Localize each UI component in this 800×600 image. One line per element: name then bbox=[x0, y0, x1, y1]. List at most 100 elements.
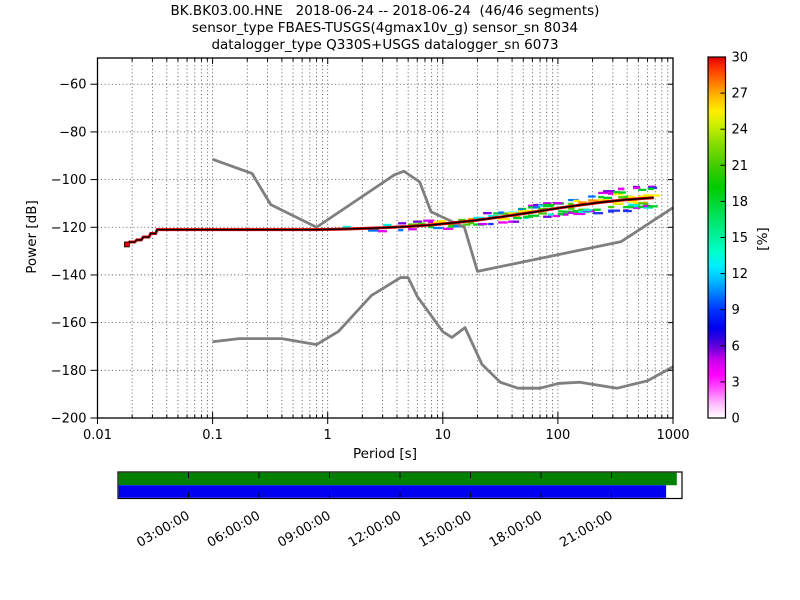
psd-speckle bbox=[618, 188, 625, 191]
psd-speckle bbox=[578, 212, 586, 215]
colorbar-tick-label: 27 bbox=[732, 87, 749, 102]
psd-speckle bbox=[463, 223, 471, 226]
psd-histogram-band bbox=[343, 185, 660, 233]
x-tick-label: 100 bbox=[545, 428, 570, 443]
timeline-tick-label: 15:00:00 bbox=[416, 508, 474, 550]
psd-speckle bbox=[383, 223, 392, 227]
psd-speckle bbox=[558, 210, 565, 213]
psd-speckle bbox=[418, 222, 426, 225]
y-tick-label: −160 bbox=[51, 316, 87, 331]
psd-speckle bbox=[633, 204, 641, 208]
psd-speckle bbox=[423, 219, 435, 222]
colorbar-tick-label: 15 bbox=[732, 231, 749, 246]
psd-speckle bbox=[588, 195, 596, 198]
psd-speckle bbox=[593, 208, 601, 211]
psd-speckle bbox=[438, 219, 446, 223]
psd-speckle bbox=[443, 227, 454, 231]
psd-speckle bbox=[503, 212, 510, 215]
psd-speckle bbox=[398, 229, 404, 232]
psd-speckle bbox=[613, 192, 624, 196]
colorbar-tick-label: 21 bbox=[732, 159, 749, 174]
psd-speckle bbox=[408, 228, 417, 231]
psd-speckle bbox=[623, 209, 632, 213]
psd-speckle bbox=[633, 206, 641, 209]
plot-border bbox=[96, 57, 674, 419]
psd-speckle bbox=[643, 201, 649, 204]
title-line-sensor: sensor_type FBAES-TUSGS(4gmax10v_g) sens… bbox=[191, 20, 579, 36]
y-tick-label: −80 bbox=[59, 125, 86, 140]
psd-speckle bbox=[433, 221, 444, 224]
psd-speckle bbox=[628, 205, 635, 209]
psd-speckle bbox=[638, 195, 648, 198]
psd-speckle bbox=[513, 216, 522, 220]
x-axis-title: Period [s] bbox=[353, 446, 417, 462]
psd-speckle bbox=[518, 208, 524, 211]
psd-speckle bbox=[523, 215, 533, 218]
psd-speckle bbox=[638, 205, 644, 209]
psd-speckle bbox=[523, 216, 529, 220]
psd-speckle bbox=[638, 202, 647, 205]
psd-speckle bbox=[633, 186, 641, 190]
x-tick-label: 0.1 bbox=[202, 428, 223, 443]
colorbar-tick-label: 0 bbox=[732, 412, 740, 427]
psd-speckle bbox=[603, 196, 613, 200]
psd-speckle bbox=[648, 187, 654, 191]
psd-speckle bbox=[598, 195, 604, 199]
psd-speckle bbox=[643, 204, 651, 208]
psd-speckle bbox=[543, 215, 552, 218]
psd-speckle bbox=[398, 222, 407, 225]
psd-speckle bbox=[343, 225, 352, 229]
psd-speckle bbox=[513, 220, 520, 223]
psd-speckle bbox=[413, 220, 423, 223]
psd-mode-line bbox=[126, 197, 654, 245]
colorbar-tick-label: 12 bbox=[732, 267, 749, 282]
psd-speckle bbox=[603, 191, 609, 194]
psd-speckle bbox=[508, 212, 517, 215]
psd-speckle bbox=[578, 201, 587, 204]
y-tick-label: −60 bbox=[59, 78, 86, 93]
psd-speckle bbox=[378, 230, 388, 233]
psd-speckle bbox=[623, 195, 633, 198]
psd-speckle bbox=[458, 218, 466, 222]
psd-speckle bbox=[628, 203, 640, 206]
psd-speckle bbox=[608, 210, 615, 213]
psd-start-marker bbox=[124, 241, 130, 248]
psd-speckle bbox=[563, 213, 569, 216]
psd-speckle bbox=[428, 220, 435, 224]
x-tick-label: 10 bbox=[435, 428, 452, 443]
psd-speckle bbox=[538, 204, 548, 207]
timeline-tick-label: 06:00:00 bbox=[205, 508, 263, 550]
psd-speckle bbox=[638, 188, 647, 192]
psd-speckle bbox=[498, 217, 510, 221]
psd-speckle bbox=[468, 217, 475, 221]
psd-speckle bbox=[568, 207, 575, 210]
x-tick-label: 0.01 bbox=[83, 428, 112, 443]
y-tick-label: −140 bbox=[51, 268, 87, 283]
psd-speckle bbox=[553, 201, 563, 205]
psd-speckle bbox=[483, 211, 492, 215]
psd-speckle bbox=[598, 198, 610, 202]
psd-speckle bbox=[433, 226, 443, 230]
colorbar-tick-label: 3 bbox=[732, 375, 740, 390]
psd-speckle bbox=[593, 212, 604, 215]
psd-core-line bbox=[125, 196, 654, 246]
y-tick-label: −180 bbox=[51, 364, 87, 379]
psd-speckle bbox=[498, 211, 505, 214]
psd-speckle bbox=[478, 222, 488, 226]
psd-speckle bbox=[588, 199, 599, 202]
psd-speckle bbox=[548, 213, 554, 216]
psd-speckle bbox=[553, 214, 561, 218]
y-tick-label: −200 bbox=[51, 412, 87, 427]
psd-speckle bbox=[368, 229, 380, 232]
psd-speckle bbox=[528, 214, 539, 217]
psd-speckle bbox=[448, 225, 454, 228]
psd-speckle bbox=[538, 212, 547, 215]
psd-speckle bbox=[498, 221, 508, 224]
colorbar-tick-label: 24 bbox=[732, 123, 749, 138]
psd-speckle bbox=[543, 202, 552, 205]
title-line-datalogger: datalogger_type Q330S+USGS datalogger_sn… bbox=[211, 37, 559, 53]
psd-speckle bbox=[613, 191, 620, 194]
psd-speckle bbox=[608, 209, 621, 212]
